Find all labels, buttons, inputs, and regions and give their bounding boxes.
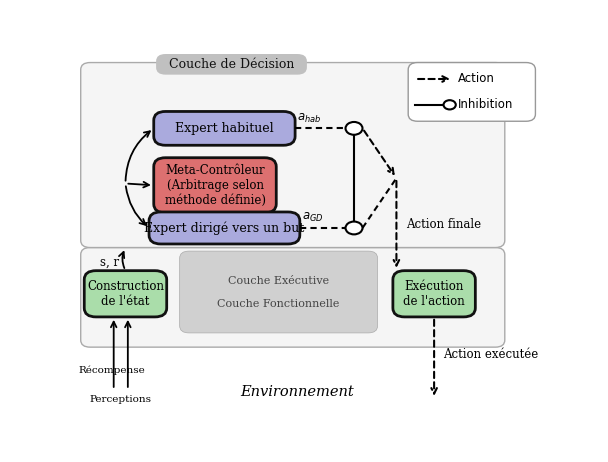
FancyBboxPatch shape — [154, 158, 276, 213]
Text: Expert dirigé vers un but: Expert dirigé vers un but — [144, 221, 305, 235]
Text: Inhibition: Inhibition — [458, 98, 513, 111]
FancyBboxPatch shape — [81, 62, 505, 248]
FancyBboxPatch shape — [154, 111, 295, 145]
Text: Environnement: Environnement — [241, 384, 354, 399]
FancyBboxPatch shape — [149, 212, 300, 244]
Text: $a_{GD}$: $a_{GD}$ — [302, 211, 323, 225]
Text: Meta-Contrôleur
(Arbitrage selon
méthode définie): Meta-Contrôleur (Arbitrage selon méthode… — [165, 164, 266, 207]
Text: Perceptions: Perceptions — [90, 395, 152, 404]
Text: Couche Exécutive: Couche Exécutive — [228, 276, 329, 286]
Text: Couche de Décision: Couche de Décision — [169, 58, 294, 71]
FancyBboxPatch shape — [408, 62, 536, 121]
FancyBboxPatch shape — [156, 54, 307, 75]
Circle shape — [443, 100, 456, 109]
Circle shape — [345, 122, 362, 135]
Circle shape — [345, 222, 362, 234]
FancyBboxPatch shape — [180, 251, 378, 333]
FancyBboxPatch shape — [393, 271, 475, 317]
Text: $a_{hab}$: $a_{hab}$ — [297, 112, 322, 125]
Text: Récompense: Récompense — [78, 365, 145, 375]
Text: Couche Fonctionnelle: Couche Fonctionnelle — [218, 299, 340, 310]
Text: Action finale: Action finale — [406, 218, 481, 231]
Text: Action: Action — [458, 73, 494, 85]
FancyBboxPatch shape — [85, 271, 167, 317]
Text: Construction
de l'état: Construction de l'état — [87, 280, 164, 308]
Text: Action exécutée: Action exécutée — [444, 348, 539, 361]
Text: s, r: s, r — [100, 255, 119, 268]
FancyBboxPatch shape — [81, 248, 505, 347]
Text: Exécution
de l'action: Exécution de l'action — [403, 280, 465, 308]
Text: Expert habituel: Expert habituel — [175, 122, 274, 135]
